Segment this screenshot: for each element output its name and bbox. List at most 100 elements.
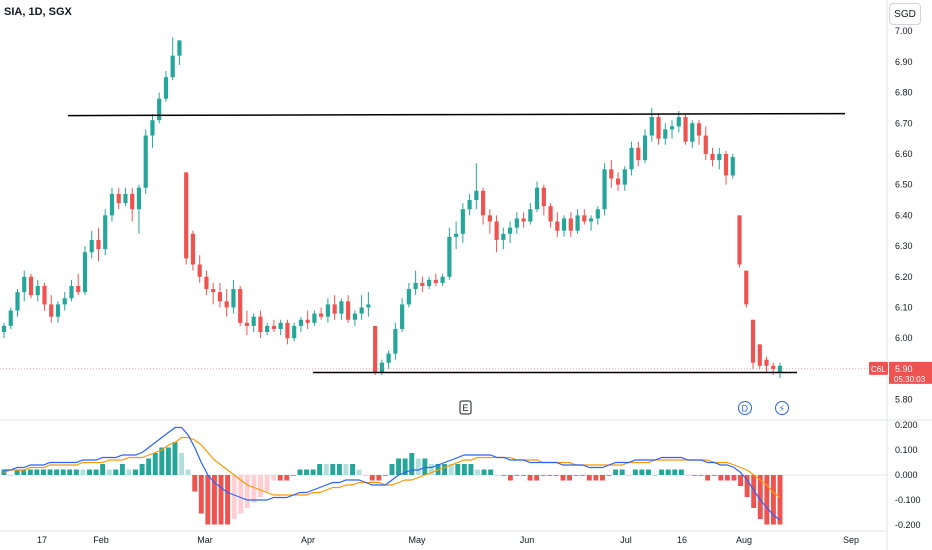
macd-histogram-bar <box>573 475 579 476</box>
macd-histogram-bar <box>146 458 152 475</box>
macd-tick-label: -0.200 <box>895 520 921 530</box>
candle-body <box>615 178 621 185</box>
macd-histogram-bar <box>205 475 211 525</box>
price-badge-value: 5.90 <box>895 364 913 374</box>
candle <box>534 181 540 213</box>
candle <box>339 298 344 320</box>
candle-body <box>346 301 351 320</box>
macd-histogram-bar <box>698 475 704 476</box>
candle-body <box>359 307 364 314</box>
candle-body <box>42 285 47 305</box>
macd-histogram-bar <box>139 464 145 475</box>
candle-body <box>204 276 209 290</box>
candle-body <box>163 77 169 99</box>
macd-histogram-bar <box>317 464 323 475</box>
candle-body <box>143 135 148 188</box>
candle-body <box>197 264 202 277</box>
macd-histogram-bar <box>264 475 270 492</box>
macd-histogram-bar <box>47 469 53 475</box>
macd-histogram-bar <box>777 475 783 525</box>
candle-body <box>771 365 776 369</box>
macd-histogram-bar <box>705 475 711 481</box>
candle-body <box>669 126 675 130</box>
candle <box>204 270 209 296</box>
macd-histogram-bar <box>415 458 421 475</box>
candle-body <box>89 239 94 253</box>
macd-histogram-bar <box>672 469 678 475</box>
macd-histogram-bar <box>534 475 540 481</box>
price-tick-label: 6.50 <box>895 180 913 190</box>
price-tick-label: 6.40 <box>895 210 913 220</box>
candle <box>143 129 148 194</box>
candle-body <box>481 190 486 216</box>
candle <box>217 282 223 308</box>
candle-body <box>649 117 654 136</box>
macd-histogram-bar <box>376 475 382 481</box>
macd-tick-label: 0.200 <box>895 420 918 430</box>
macd-histogram-bar <box>40 469 46 475</box>
candle <box>150 114 155 148</box>
macd-histogram-bar <box>382 475 388 476</box>
candle <box>393 322 398 360</box>
macd-histogram-bar <box>73 469 79 475</box>
candle <box>609 160 614 188</box>
macd-histogram-bar <box>225 475 231 525</box>
macd-tick-label: 0.100 <box>895 445 918 455</box>
candle-body <box>514 218 519 228</box>
candle-body <box>400 304 405 329</box>
candle-body <box>636 147 641 161</box>
macd-histogram-bar <box>290 475 296 476</box>
macd-histogram-bar <box>527 475 533 481</box>
candle-body <box>96 239 101 250</box>
candle-body <box>271 325 277 329</box>
macd-histogram-bar <box>757 475 763 519</box>
macd-histogram-bar <box>593 475 599 481</box>
candle-body <box>312 313 317 323</box>
candle <box>116 187 121 210</box>
macd-histogram-bar <box>271 475 277 481</box>
candle-body <box>258 316 263 333</box>
candle-body <box>656 117 661 139</box>
candle <box>703 126 708 161</box>
currency-button[interactable]: SGD <box>889 3 921 25</box>
candle-body <box>305 319 310 323</box>
candle <box>575 209 580 234</box>
macd-histogram-bar <box>724 475 730 481</box>
candle-body <box>8 310 13 326</box>
candle <box>69 279 74 302</box>
macd-histogram-bar <box>586 475 592 481</box>
candle-body <box>130 193 135 210</box>
candle <box>494 215 499 253</box>
macd-histogram-bar <box>34 469 40 475</box>
macd-histogram-bar <box>100 464 106 475</box>
macd-histogram-bar <box>277 475 283 481</box>
candle-body <box>292 325 297 339</box>
macd-histogram-bar <box>540 475 546 476</box>
macd-histogram-bar <box>343 464 349 475</box>
candle <box>42 282 47 311</box>
candle-body <box>642 135 648 161</box>
countdown-label: 05:30:03 <box>894 375 926 384</box>
macd-histogram-bar <box>179 453 185 475</box>
macd-histogram-bar <box>251 475 257 503</box>
candle <box>561 215 567 237</box>
candle-body <box>494 221 499 240</box>
candle <box>501 227 506 250</box>
candle <box>352 310 357 326</box>
price-badge <box>889 361 932 384</box>
candle <box>76 273 81 296</box>
macd-histogram-bar <box>442 464 448 475</box>
macd-histogram-bar <box>258 475 263 497</box>
candle-body <box>35 285 40 296</box>
macd-histogram-bar <box>363 475 369 476</box>
macd-histogram-bar <box>159 447 165 475</box>
candle-body <box>352 313 357 320</box>
candle-body <box>534 187 540 210</box>
candle <box>130 187 135 222</box>
candle <box>588 215 594 231</box>
macd-histogram-bar <box>27 469 33 475</box>
candle-body <box>737 215 742 265</box>
candle <box>454 221 459 250</box>
candle <box>514 212 519 234</box>
